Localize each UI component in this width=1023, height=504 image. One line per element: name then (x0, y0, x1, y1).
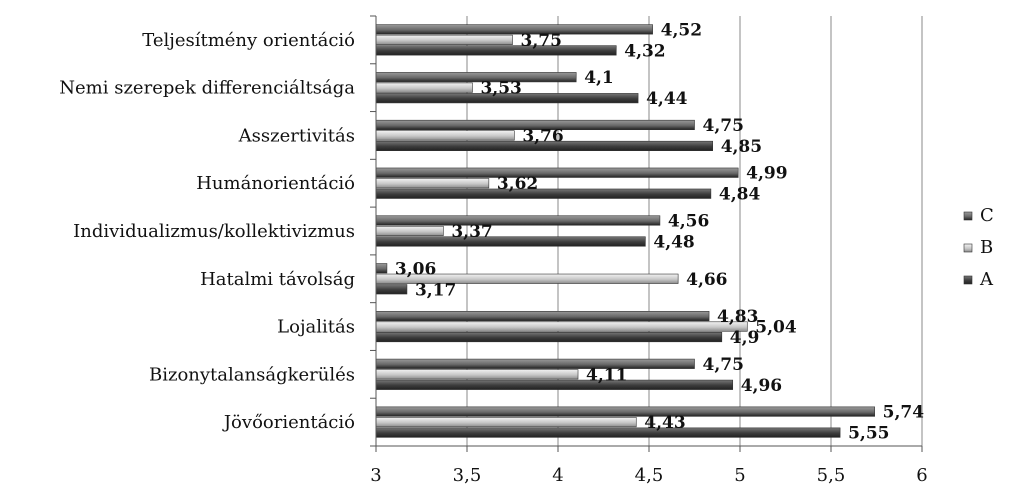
data-label: 4,75 (703, 116, 744, 136)
bar-a (375, 427, 841, 438)
bar-c (375, 311, 710, 322)
category-label: Nemi szerepek differenciáltsága (59, 78, 355, 99)
bar-c (375, 215, 661, 226)
bar-a (375, 332, 723, 343)
labels-group: 4,52 3,75 4,32 Teljesítmény orientáció 4,1 3,… (59, 20, 924, 443)
data-label: 5,55 (848, 424, 889, 444)
data-label: 4,1 (584, 68, 614, 88)
x-tick-label: 3,5 (453, 465, 482, 486)
bar-b (375, 178, 490, 189)
bar-a (375, 188, 712, 199)
bar-a (375, 379, 734, 390)
data-label: 3,06 (395, 259, 436, 279)
legend-swatch-b (963, 243, 973, 253)
x-tick-label: 3 (370, 465, 381, 486)
bar-c (375, 167, 739, 178)
bar-b (375, 369, 579, 380)
legend-label-b: B (980, 237, 993, 258)
bar-b (375, 321, 748, 332)
legend-label-c: C (980, 205, 994, 226)
bar-c (375, 24, 653, 35)
category-label: Asszertivitás (238, 125, 355, 146)
category-label: Humánorientáció (196, 173, 355, 194)
data-label: 3,76 (522, 126, 563, 146)
category-label: Bizonytalanságkerülés (149, 364, 355, 385)
axes-group: 3 3,5 4 4,5 5 5,5 6 (370, 15, 928, 486)
data-label: 4,48 (653, 233, 694, 253)
data-label: 4,52 (661, 20, 702, 40)
data-label: 3,75 (521, 31, 562, 51)
bars-group (375, 24, 875, 438)
category-label: Jövőorientáció (222, 412, 355, 433)
legend-swatch-c (963, 211, 973, 221)
bar-a (375, 284, 408, 295)
data-label: 4,66 (686, 270, 727, 290)
data-label: 3,17 (415, 280, 456, 300)
data-label: 3,37 (451, 222, 492, 242)
bar-b (375, 82, 473, 93)
x-tick-label: 5 (734, 465, 745, 486)
x-tick-label: 4 (552, 465, 563, 486)
bar-b (375, 130, 515, 141)
data-label: 4,99 (746, 164, 787, 184)
legend-swatch-a (963, 275, 973, 285)
data-label: 3,62 (497, 174, 538, 194)
bar-b (375, 417, 637, 428)
x-tick-label: 5,5 (817, 465, 846, 486)
data-label: 5,04 (755, 318, 797, 338)
legend: CBA (963, 205, 994, 290)
data-label: 4,96 (741, 376, 782, 396)
data-label: 4,75 (703, 355, 744, 375)
bar-c (375, 72, 577, 83)
data-label: 4,9 (730, 328, 760, 348)
bar-a (375, 45, 617, 56)
data-label: 4,32 (624, 41, 665, 61)
category-label: Lojalitás (277, 317, 355, 338)
legend-label-a: A (979, 269, 994, 290)
bar-a (375, 236, 646, 247)
data-label: 3,53 (480, 79, 521, 99)
category-label: Individualizmus/kollektivizmus (73, 221, 355, 242)
x-tick-label: 6 (916, 465, 927, 486)
category-label: Teljesítmény orientáció (142, 30, 355, 51)
bar-c (375, 358, 695, 369)
x-tick-label: 4,5 (635, 465, 664, 486)
bar-b (375, 34, 513, 45)
data-label: 4,84 (719, 185, 761, 205)
bar-c (375, 263, 388, 274)
data-label: 4,56 (668, 212, 709, 232)
bar-c (375, 406, 875, 417)
data-label: 4,44 (646, 89, 688, 109)
data-label: 4,43 (644, 413, 685, 433)
data-label: 4,11 (586, 365, 627, 385)
data-label: 5,74 (883, 403, 925, 423)
bar-b (375, 225, 444, 237)
category-label: Hatalmi távolság (200, 269, 355, 290)
data-label: 4,85 (721, 137, 762, 157)
data-label: 4,83 (717, 307, 758, 327)
